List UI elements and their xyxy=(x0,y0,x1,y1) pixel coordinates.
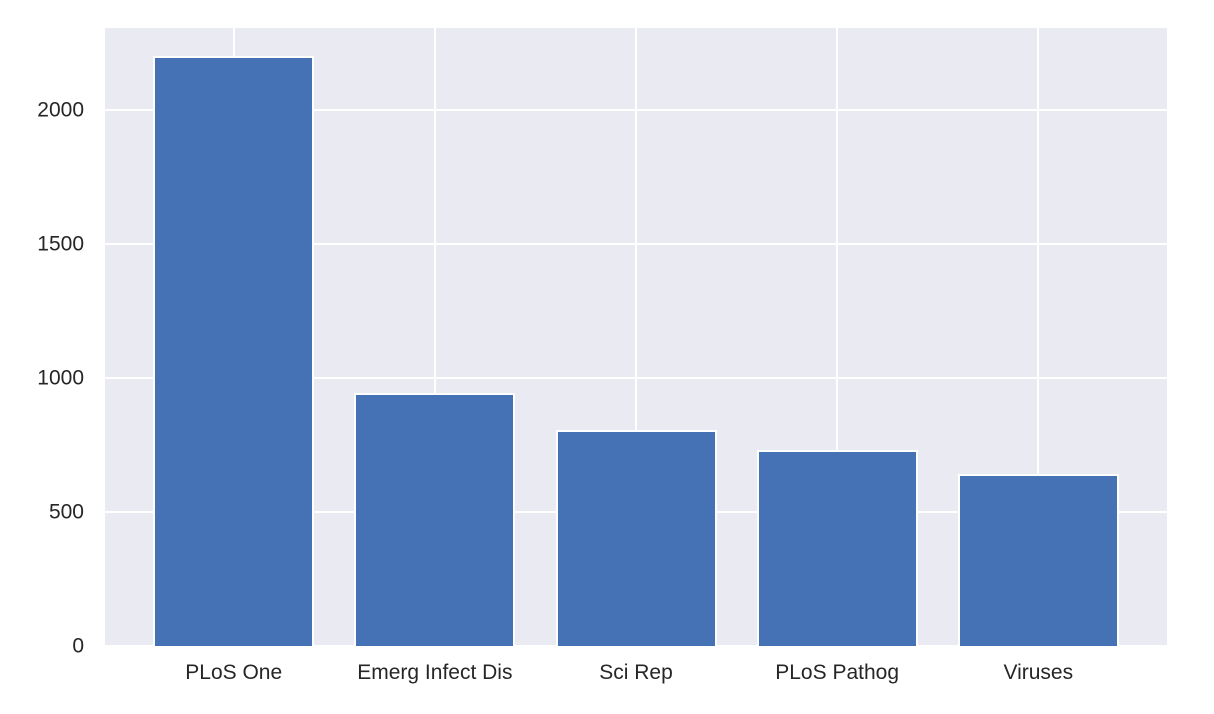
v-gridline xyxy=(1037,28,1040,646)
x-tick-label: PLoS One xyxy=(185,661,283,684)
h-gridline xyxy=(105,242,1167,245)
y-tick-label: 1500 xyxy=(37,232,84,256)
y-tick-label: 0 xyxy=(72,634,84,658)
h-gridline xyxy=(105,376,1167,379)
y-tick-label: 500 xyxy=(48,500,84,524)
y-tick-label: 1000 xyxy=(37,366,84,390)
x-tick-label: PLoS Pathog xyxy=(775,661,900,684)
v-gridline xyxy=(433,28,436,646)
bar-emerg-infect-dis xyxy=(354,392,516,646)
x-tick-label: Sci Rep xyxy=(599,661,673,684)
bar-sci-rep xyxy=(555,430,717,646)
v-gridline xyxy=(635,28,637,646)
h-gridline xyxy=(105,645,1167,647)
bar-viruses xyxy=(957,474,1119,646)
x-tick-label: Viruses xyxy=(1003,661,1074,684)
y-tick-label: 2000 xyxy=(37,98,84,122)
bar-plos-pathog xyxy=(756,450,918,646)
x-tick-label: Emerg Infect Dis xyxy=(357,661,513,684)
plot-area xyxy=(105,28,1167,647)
v-gridline xyxy=(836,28,839,646)
bar-plos-one xyxy=(153,56,315,646)
h-gridline xyxy=(105,108,1167,111)
